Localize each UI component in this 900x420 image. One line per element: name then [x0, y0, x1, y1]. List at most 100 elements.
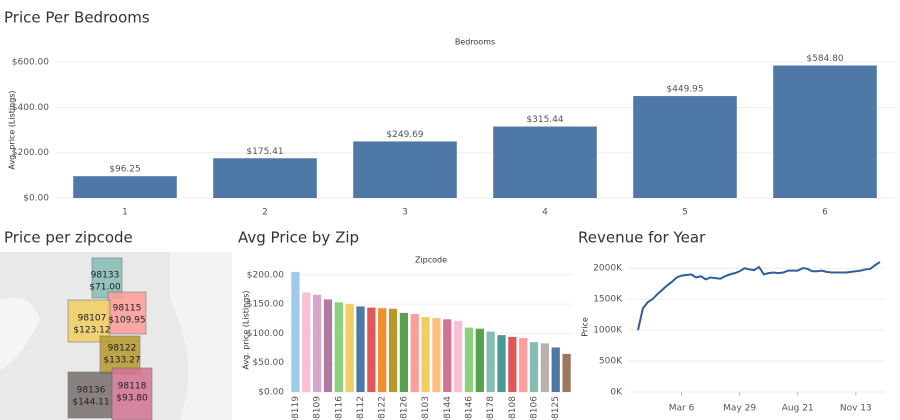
- region-price: $123.12: [73, 326, 110, 336]
- x-tick-label: 98106: [530, 396, 540, 420]
- x-tick-label: 98122: [378, 396, 388, 420]
- region-zip: 98133: [91, 271, 120, 281]
- region-price: $93.80: [116, 394, 148, 404]
- bar: [312, 294, 322, 392]
- region-zip: 98122: [108, 344, 137, 354]
- chart-title: Avg Price by Zip: [238, 229, 359, 247]
- x-tick-label: 1: [122, 208, 128, 218]
- bar: [345, 304, 354, 392]
- bar: [399, 312, 409, 392]
- map-region: [111, 367, 153, 420]
- bar: [213, 158, 317, 198]
- x-tick-label: 98108: [508, 396, 518, 420]
- x-tick-label: 98178: [486, 396, 496, 420]
- y-tick-label: $200.00: [12, 148, 49, 158]
- x-tick-label: 98112: [356, 396, 366, 420]
- map-region: [67, 371, 113, 419]
- y-tick-label: $600.00: [12, 58, 49, 68]
- y-tick-label: 1500K: [593, 295, 623, 305]
- data-label: $315.44: [526, 115, 563, 125]
- bar: [367, 307, 376, 392]
- bar: [353, 141, 457, 198]
- data-label: $584.80: [806, 54, 843, 64]
- x-tick-label: 6: [822, 208, 828, 218]
- chart-title: Price per zipcode: [4, 229, 133, 247]
- bar: [475, 328, 484, 392]
- bar: [73, 176, 177, 198]
- y-tick-label: $0.00: [23, 194, 49, 204]
- x-tick-label: 5: [682, 208, 688, 218]
- data-label: $175.41: [246, 147, 283, 157]
- bar: [302, 292, 311, 392]
- bar: [773, 65, 877, 198]
- x-tick-label: 98146: [464, 396, 474, 420]
- x-tick-label: 98126: [399, 396, 409, 420]
- chart-title: Revenue for Year: [578, 229, 706, 247]
- x-tick-label: Nov 13: [840, 404, 872, 414]
- x-tick-label: 3: [402, 208, 408, 218]
- y-axis-label: Price: [581, 317, 590, 337]
- bar: [493, 126, 597, 198]
- region-zip: 98115: [113, 304, 142, 314]
- region-price: $109.95: [108, 316, 145, 326]
- map-region: [99, 335, 141, 375]
- region-zip: 98118: [118, 382, 147, 392]
- bar: [356, 306, 365, 392]
- bar: [291, 271, 300, 392]
- y-tick-label: $150.00: [247, 300, 284, 310]
- x-tick-label: 98109: [313, 396, 323, 420]
- y-tick-label: 500K: [599, 357, 623, 367]
- x-tick-label: Aug 21: [782, 404, 814, 414]
- x-tick-label: 98119: [291, 396, 301, 420]
- map-land: [0, 297, 40, 370]
- bar: [323, 299, 333, 392]
- line: [637, 261, 881, 331]
- bar: [508, 336, 517, 392]
- bar: [443, 319, 452, 392]
- bar: [464, 327, 474, 392]
- y-axis-label: Avg. price (Listings): [8, 90, 17, 169]
- bar: [529, 342, 539, 392]
- data-label: $96.25: [109, 165, 141, 175]
- y-tick-label: $100.00: [247, 329, 284, 339]
- bar: [432, 318, 441, 392]
- x-axis-title: Zipcode: [415, 256, 447, 265]
- bar: [562, 353, 571, 392]
- y-tick-label: $200.00: [247, 270, 284, 280]
- region-price: $71.00: [89, 283, 121, 293]
- y-tick-label: $400.00: [12, 103, 49, 113]
- region-price: $133.27: [103, 356, 140, 366]
- y-tick-label: $0.00: [258, 388, 284, 398]
- bar: [519, 338, 528, 392]
- x-tick-label: 4: [542, 208, 548, 218]
- data-label: $449.95: [666, 85, 703, 95]
- bar: [334, 302, 343, 392]
- bar: [421, 316, 430, 392]
- x-tick-label: 2: [262, 208, 268, 218]
- y-tick-label: $50.00: [253, 358, 285, 368]
- bar: [497, 335, 506, 392]
- bar: [551, 347, 560, 392]
- bar: [453, 321, 463, 392]
- x-tick-label: 98116: [334, 396, 344, 420]
- region-price: $144.11: [72, 398, 109, 408]
- data-label: $249.69: [386, 130, 423, 140]
- bar: [388, 308, 398, 392]
- x-tick-label: 98144: [443, 396, 453, 420]
- bar: [633, 96, 737, 198]
- x-tick-label: 98103: [421, 396, 431, 420]
- y-tick-label: 2000K: [593, 264, 623, 274]
- bar: [378, 308, 387, 392]
- y-tick-label: 1000K: [593, 326, 623, 336]
- chart-title: Price Per Bedrooms: [4, 9, 150, 27]
- x-tick-label: Mar 6: [669, 404, 695, 414]
- y-tick-label: 0K: [610, 388, 623, 398]
- bar: [540, 343, 550, 392]
- x-tick-label: May 29: [723, 404, 756, 414]
- map-land: [170, 252, 232, 420]
- map-region: [67, 299, 111, 343]
- region-zip: 98136: [77, 386, 106, 396]
- bar: [410, 314, 419, 392]
- region-zip: 98107: [78, 314, 107, 324]
